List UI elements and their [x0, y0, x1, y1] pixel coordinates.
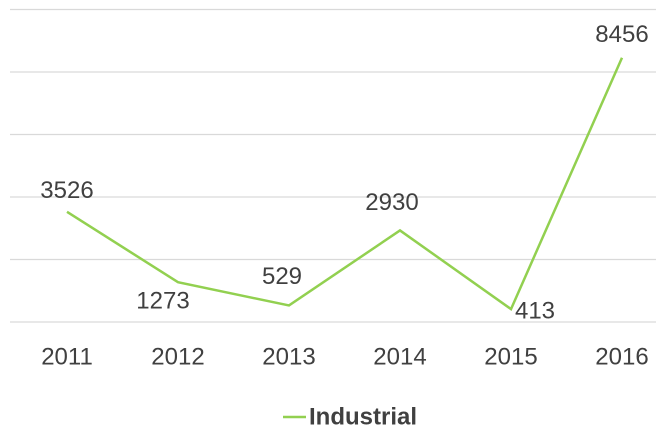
legend-label: Industrial — [309, 403, 417, 430]
x-tick-label: 2013 — [262, 343, 315, 370]
x-tick-label: 2011 — [41, 343, 93, 370]
data-label: 1273 — [136, 288, 189, 315]
data-label: 2930 — [365, 189, 418, 216]
data-label: 3526 — [40, 177, 93, 204]
series-line — [66, 57, 624, 311]
x-tick-label: 2015 — [484, 343, 537, 370]
data-label: 8456 — [595, 21, 648, 48]
data-label: 529 — [262, 263, 302, 290]
x-tick-label: 2014 — [373, 343, 426, 370]
x-tick-label: 2016 — [595, 343, 648, 370]
x-tick-label: 2012 — [151, 343, 204, 370]
data-label: 413 — [515, 297, 555, 324]
